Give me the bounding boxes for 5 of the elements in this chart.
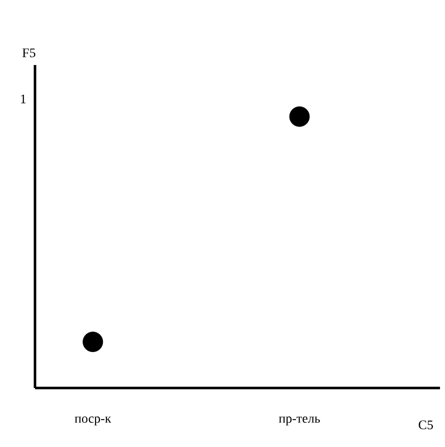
x-tick-label: поср-к — [74, 416, 112, 426]
x-axis-title: C5 — [418, 420, 433, 430]
y-axis-title: F5 — [22, 48, 36, 58]
x-tick-label: пр-тель — [278, 416, 320, 426]
text: 1 — [21, 94, 26, 104]
